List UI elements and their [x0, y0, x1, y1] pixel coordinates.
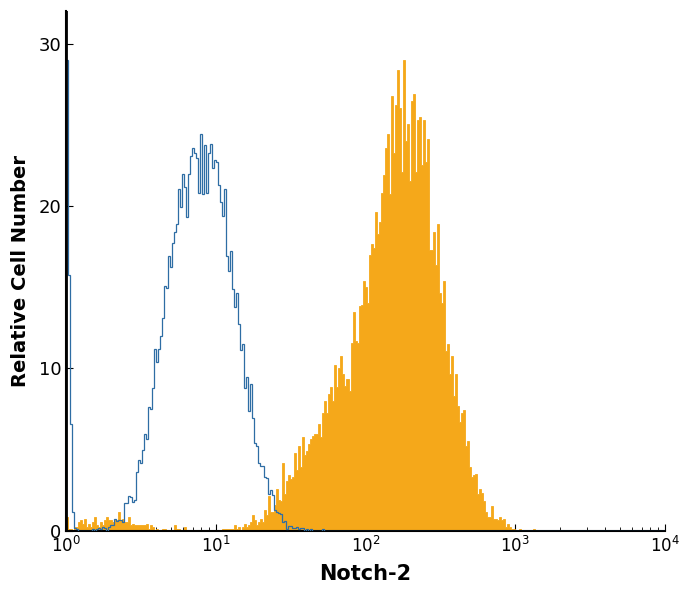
Y-axis label: Relative Cell Number: Relative Cell Number [11, 155, 30, 387]
X-axis label: Notch-2: Notch-2 [319, 564, 412, 584]
